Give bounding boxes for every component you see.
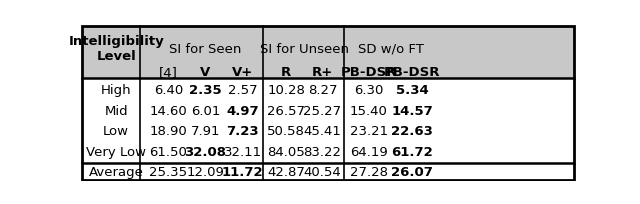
Text: 18.90: 18.90: [149, 125, 187, 138]
Text: 8.27: 8.27: [308, 84, 337, 97]
Text: 27.28: 27.28: [349, 165, 388, 178]
Text: 7.23: 7.23: [227, 125, 259, 138]
Text: 6.30: 6.30: [354, 84, 383, 97]
Text: Very Low: Very Low: [86, 145, 146, 158]
Text: R+: R+: [312, 66, 333, 79]
Text: 4.97: 4.97: [227, 104, 259, 117]
Text: 25.27: 25.27: [303, 104, 342, 117]
Text: V: V: [200, 66, 211, 79]
Text: 6.01: 6.01: [191, 104, 220, 117]
Text: SD w/o FT: SD w/o FT: [358, 42, 424, 55]
Text: 83.22: 83.22: [303, 145, 342, 158]
Text: [4]: [4]: [159, 66, 178, 79]
Text: 14.57: 14.57: [392, 104, 433, 117]
Text: 26.07: 26.07: [392, 165, 433, 178]
Text: 61.72: 61.72: [392, 145, 433, 158]
Text: PB-DSR: PB-DSR: [384, 66, 440, 79]
Text: 6.40: 6.40: [154, 84, 183, 97]
Text: 50.58: 50.58: [268, 125, 305, 138]
Text: 11.72: 11.72: [222, 165, 264, 178]
Text: 2.35: 2.35: [189, 84, 222, 97]
Text: 42.87: 42.87: [268, 165, 305, 178]
Text: SI for Seen: SI for Seen: [170, 42, 242, 55]
Text: R: R: [281, 66, 291, 79]
Text: 26.57: 26.57: [268, 104, 305, 117]
Text: 22.63: 22.63: [392, 125, 433, 138]
Text: 25.35: 25.35: [149, 165, 188, 178]
Text: 7.91: 7.91: [191, 125, 220, 138]
Text: PB-DSR: PB-DSR: [340, 66, 397, 79]
Text: 14.60: 14.60: [149, 104, 187, 117]
Text: 32.11: 32.11: [223, 145, 262, 158]
Text: Intelligibility
Level: Intelligibility Level: [68, 35, 164, 63]
Text: 40.54: 40.54: [303, 165, 341, 178]
Text: 45.41: 45.41: [303, 125, 342, 138]
Text: SI for Unseen: SI for Unseen: [260, 42, 349, 55]
Text: V+: V+: [232, 66, 253, 79]
Text: 5.34: 5.34: [396, 84, 429, 97]
Text: 64.19: 64.19: [350, 145, 388, 158]
Bar: [83, 27, 573, 79]
Text: Average: Average: [89, 165, 143, 178]
Text: 61.50: 61.50: [149, 145, 188, 158]
Text: 32.08: 32.08: [184, 145, 227, 158]
Text: 15.40: 15.40: [349, 104, 388, 117]
Text: 84.05: 84.05: [268, 145, 305, 158]
Text: 2.57: 2.57: [228, 84, 257, 97]
Text: Mid: Mid: [104, 104, 128, 117]
Text: 12.09: 12.09: [186, 165, 225, 178]
Text: 23.21: 23.21: [349, 125, 388, 138]
Text: Low: Low: [103, 125, 129, 138]
Text: 10.28: 10.28: [268, 84, 305, 97]
Text: High: High: [101, 84, 132, 97]
